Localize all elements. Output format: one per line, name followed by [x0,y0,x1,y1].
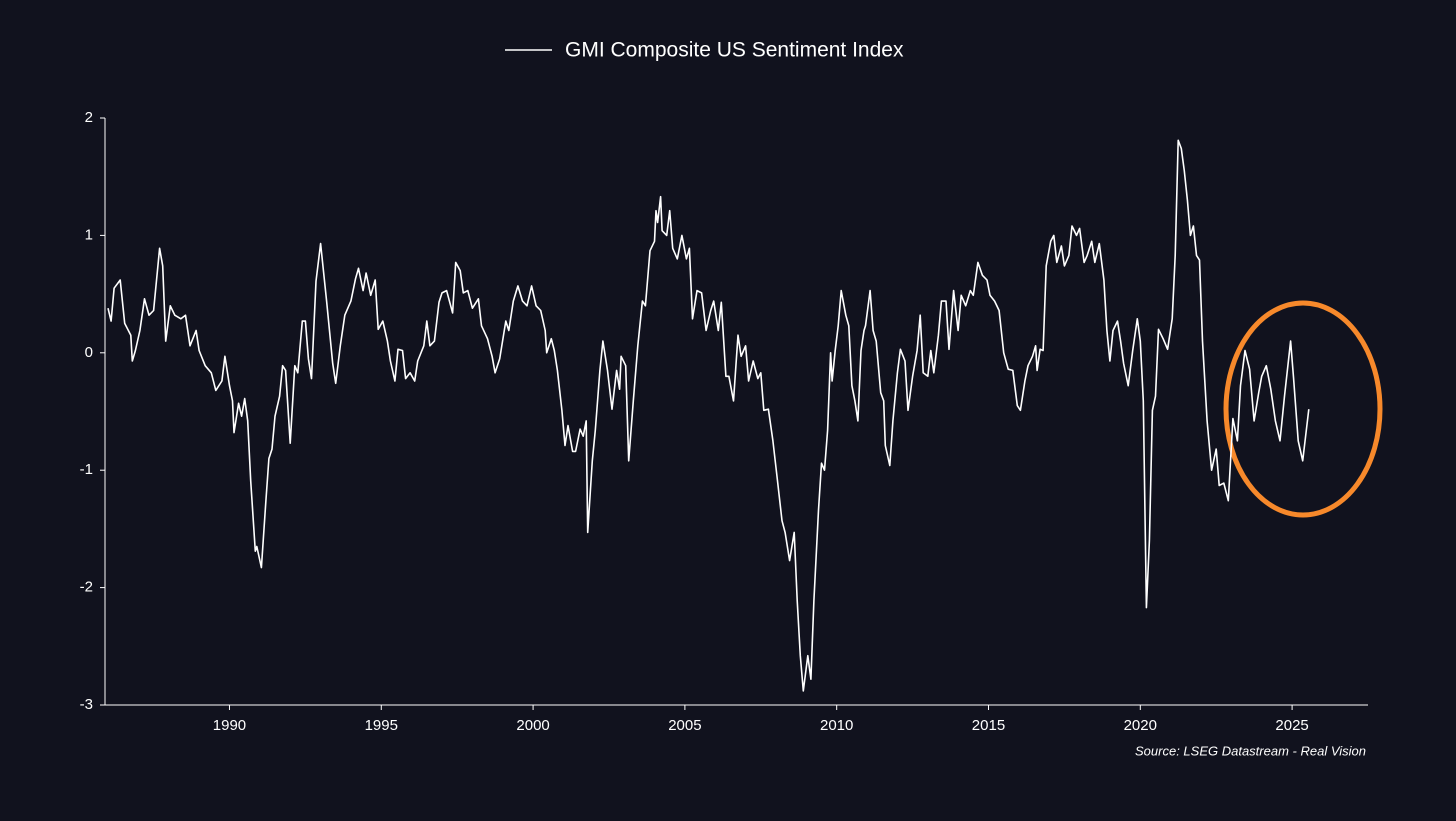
y-tick-label: -1 [80,461,93,478]
x-tick-label: 2015 [972,717,1005,734]
x-tick-label: 2010 [820,717,853,734]
y-tick-label: -2 [80,579,93,596]
x-tick-label: 2020 [1124,717,1157,734]
x-tick-label: 2025 [1275,717,1308,734]
legend-label: GMI Composite US Sentiment Index [565,39,904,62]
y-tick-label: -3 [80,696,93,713]
y-tick-label: 0 [85,344,93,361]
y-tick-label: 1 [85,226,93,243]
source-note: Source: LSEG Datastream - Real Vision [1135,743,1366,758]
highlight-ellipse [1223,300,1383,518]
x-tick-label: 2000 [516,717,549,734]
x-tick-label: 1990 [213,717,246,734]
y-tick-label: 2 [85,109,93,126]
x-tick-label: 2005 [668,717,701,734]
x-tick-label: 1995 [365,717,398,734]
data-line [107,139,1310,692]
